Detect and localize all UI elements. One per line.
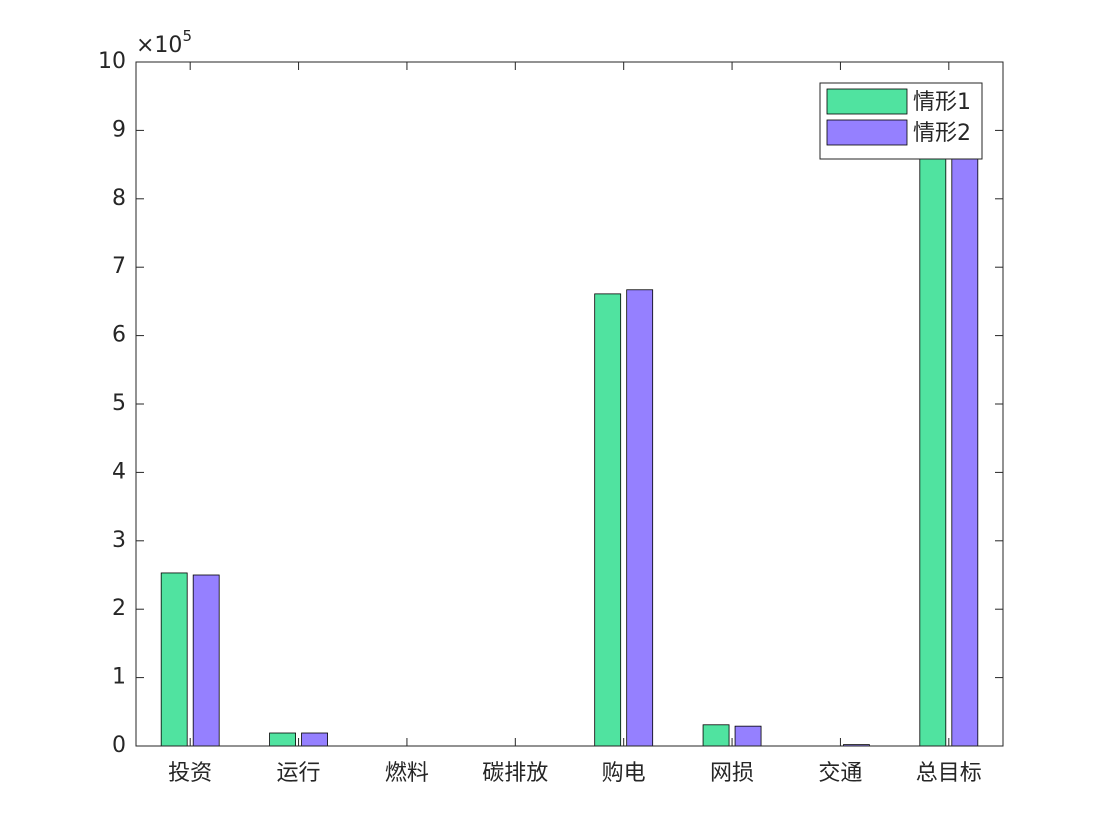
y-tick-label: 9 bbox=[112, 117, 126, 142]
y-tick-label: 8 bbox=[112, 186, 126, 211]
bar bbox=[702, 724, 730, 747]
y-tick-label: 4 bbox=[112, 459, 126, 484]
bar bbox=[919, 86, 947, 747]
y-tick-label: 0 bbox=[112, 733, 126, 758]
x-tick-label: 投资 bbox=[168, 761, 212, 786]
y-tick-label: 10 bbox=[98, 49, 126, 74]
x-tick-label: 交通 bbox=[818, 761, 862, 786]
y-tick-label: 3 bbox=[112, 528, 126, 553]
x-tick-label: 购电 bbox=[602, 761, 646, 786]
legend-swatch bbox=[826, 88, 908, 115]
bar bbox=[951, 84, 979, 747]
y-multiplier: ×105 bbox=[136, 27, 192, 59]
y-tick-label: 2 bbox=[112, 596, 126, 621]
bar bbox=[160, 572, 188, 747]
bar bbox=[626, 289, 654, 747]
bar bbox=[301, 732, 328, 747]
bar bbox=[594, 293, 622, 747]
legend-label: 情形2 bbox=[913, 121, 971, 146]
bar bbox=[734, 725, 762, 747]
y-multiplier-exponent: 5 bbox=[182, 27, 192, 45]
x-tick-label: 碳排放 bbox=[482, 761, 548, 786]
y-tick-label: 5 bbox=[112, 391, 126, 416]
x-tick-label: 燃料 bbox=[385, 761, 429, 786]
y-tick-label: 7 bbox=[112, 254, 126, 279]
legend-label: 情形1 bbox=[913, 90, 971, 115]
y-tick-label: 1 bbox=[112, 665, 126, 690]
y-tick-label: 6 bbox=[112, 323, 126, 348]
x-tick-label: 网损 bbox=[710, 761, 754, 786]
legend-swatch bbox=[826, 119, 908, 146]
bar bbox=[269, 732, 296, 747]
x-tick-label: 总目标 bbox=[916, 761, 982, 786]
y-multiplier-base: ×10 bbox=[136, 33, 182, 58]
bar bbox=[192, 574, 220, 747]
x-tick-label: 运行 bbox=[277, 761, 321, 786]
